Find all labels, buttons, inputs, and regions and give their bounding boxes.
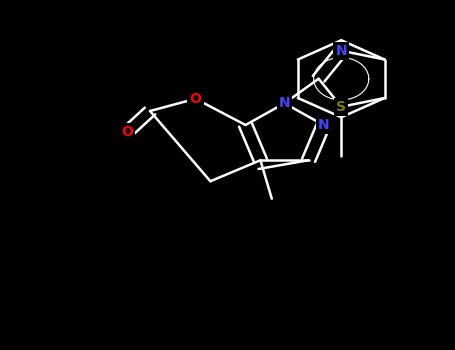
Text: N: N: [278, 96, 290, 110]
Text: N: N: [318, 118, 329, 132]
Text: O: O: [190, 92, 202, 106]
Text: N: N: [335, 44, 347, 58]
Text: O: O: [121, 125, 133, 139]
Text: S: S: [336, 100, 346, 114]
